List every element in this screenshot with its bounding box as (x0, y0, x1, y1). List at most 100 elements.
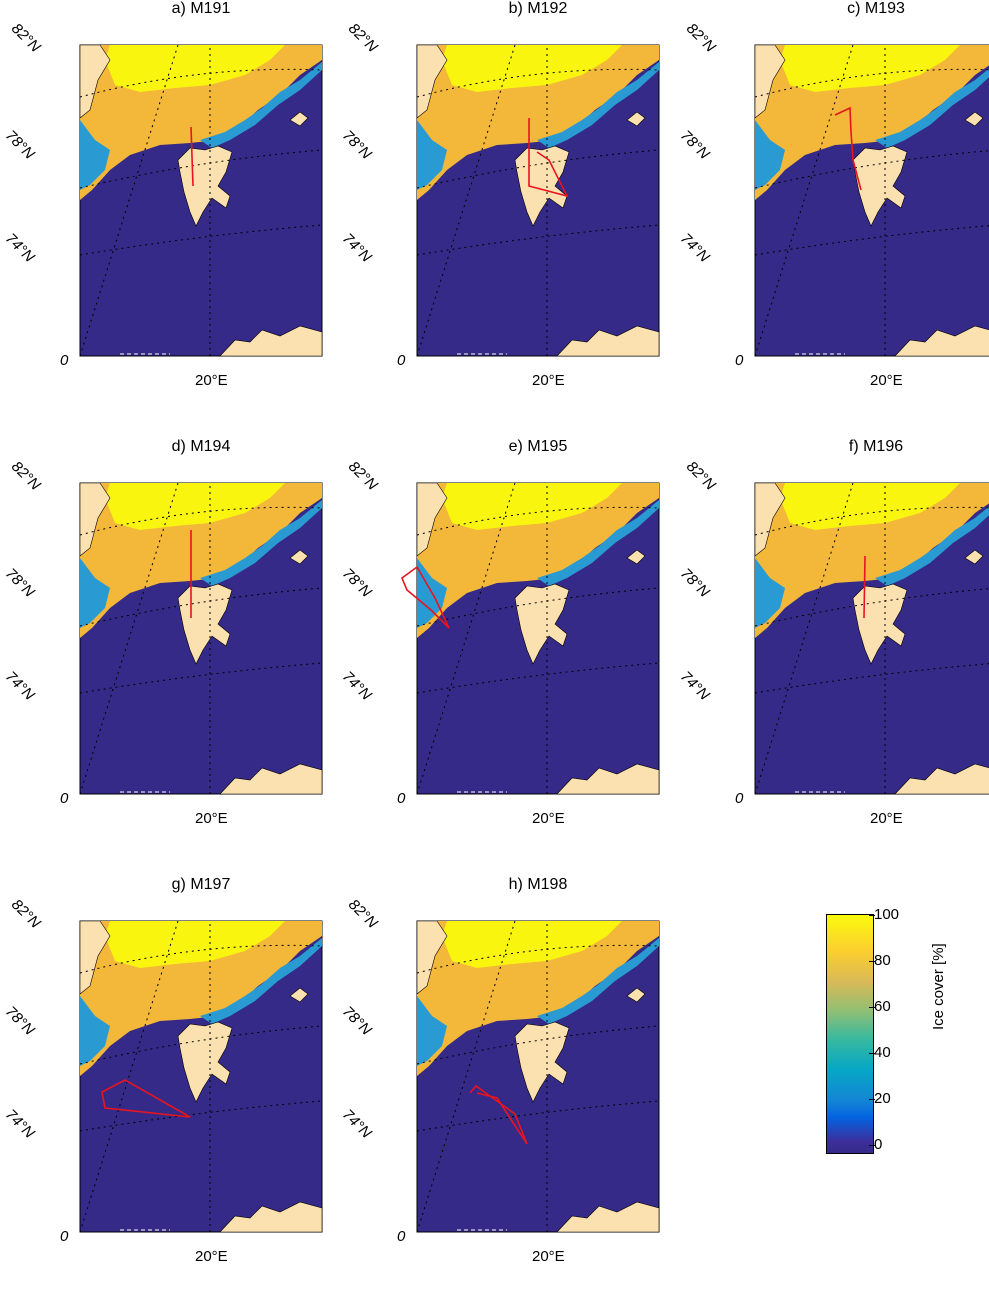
map-panel: d) M194 82°N 78°N 74°N 0 20°E (0, 438, 330, 858)
latitude-line (416, 506, 660, 536)
greenland-land (416, 482, 448, 557)
map-frame (754, 44, 989, 357)
colorbar-tick: 20 (869, 1090, 891, 1107)
longitude-label: 20°E (532, 810, 565, 827)
latitude-line (79, 149, 323, 189)
latitude-line (416, 1100, 660, 1132)
longitude-line (79, 920, 179, 1233)
latitude-line (79, 224, 323, 256)
ice-edge-band (755, 120, 785, 190)
latitude-line (754, 663, 989, 694)
island-land (626, 987, 646, 1003)
latitude-line (79, 944, 323, 974)
ice-edge-band (80, 558, 110, 628)
longitude-label: 20°E (195, 1248, 228, 1265)
panel-title: e) M195 (508, 438, 568, 455)
latitude-line (79, 1100, 323, 1132)
latitude-line (416, 1025, 660, 1065)
cruise-track (469, 1084, 528, 1145)
longitude-line (754, 44, 854, 357)
greenland-land (416, 44, 448, 119)
panel-title: d) M194 (171, 438, 231, 455)
panel-title: c) M193 (847, 0, 905, 17)
longitude-line (79, 482, 179, 795)
map-frame (754, 482, 989, 795)
latitude-line (754, 150, 989, 189)
map-panel: f) M196 82°N 78°N 74°N 0 20°E (675, 438, 989, 858)
svalbard-land (177, 1021, 233, 1103)
map-frame (79, 44, 323, 357)
colorbar-tick: 100 (868, 906, 900, 923)
island-land (289, 111, 309, 127)
ice-edge-band (537, 62, 659, 148)
latitude-line (754, 68, 989, 98)
ice-cover-core (105, 483, 285, 530)
ice-edge-band (80, 120, 110, 190)
ice-edge-band (875, 68, 989, 148)
cruise-track (863, 555, 866, 619)
map-frame (401, 482, 660, 795)
cruise-track (101, 1079, 191, 1118)
greenland-land (754, 44, 786, 119)
longitude-label: 20°E (532, 1248, 565, 1265)
ice-edge-band (200, 938, 322, 1024)
panel-title: a) M191 (171, 0, 231, 17)
longitude-line (416, 44, 516, 357)
island-land (964, 549, 984, 565)
latitude-line (79, 587, 323, 627)
colorbar-tick: 0 (868, 1136, 883, 1153)
panel-title: h) M198 (508, 876, 568, 893)
cruise-track (190, 126, 194, 187)
latitude-line (416, 224, 660, 256)
greenland-land (416, 920, 448, 995)
longitude-line (754, 482, 854, 795)
ice-edge-band (417, 120, 447, 190)
ice-cover-core (780, 45, 960, 92)
ice-edge-band (200, 62, 322, 148)
ice-edge-band (537, 938, 659, 1024)
island-land (289, 987, 309, 1003)
ice-edge-band (755, 558, 785, 628)
latitude-line (416, 149, 660, 189)
longitude-line (416, 920, 516, 1233)
island-land (626, 111, 646, 127)
panel-title: g) M197 (171, 876, 231, 893)
latitude-line (79, 1025, 323, 1065)
longitude-line (416, 482, 516, 795)
map-panel: e) M195 82°N 78°N 74°N 0 20°E (337, 438, 667, 858)
colorbar-label: Ice cover [%] (930, 943, 947, 1030)
scandinavia-land (894, 325, 989, 357)
map-frame (79, 920, 323, 1233)
greenland-land (79, 920, 111, 995)
greenland-land (79, 482, 111, 557)
cruise-track (528, 118, 569, 198)
scandinavia-land (219, 1201, 323, 1233)
island-land (964, 111, 984, 127)
longitude-line (79, 44, 179, 357)
latitude-line (754, 506, 989, 536)
colorbar (826, 914, 874, 1154)
svalbard-land (514, 583, 570, 665)
longitude-label: 20°E (195, 810, 228, 827)
latitude-line (79, 506, 323, 536)
colorbar-tick: 80 (869, 952, 891, 969)
ice-edge-band (417, 996, 447, 1066)
scandinavia-land (219, 763, 323, 795)
latitude-line (416, 68, 660, 98)
ice-cover-core (442, 483, 622, 530)
ice-edge-band (200, 500, 322, 586)
longitude-label: 20°E (870, 372, 903, 389)
corner-label: 0 (397, 1228, 406, 1245)
svalbard-land (514, 1021, 570, 1103)
cruise-track (834, 106, 862, 191)
scandinavia-land (556, 763, 660, 795)
ice-edge-band (875, 506, 989, 586)
map-frame (79, 482, 323, 795)
latitude-line (754, 588, 989, 627)
latitude-line (416, 944, 660, 974)
latitude-line (79, 68, 323, 98)
corner-label: 0 (60, 790, 69, 807)
longitude-label: 20°E (195, 372, 228, 389)
map-frame (416, 920, 660, 1233)
longitude-label: 20°E (532, 372, 565, 389)
